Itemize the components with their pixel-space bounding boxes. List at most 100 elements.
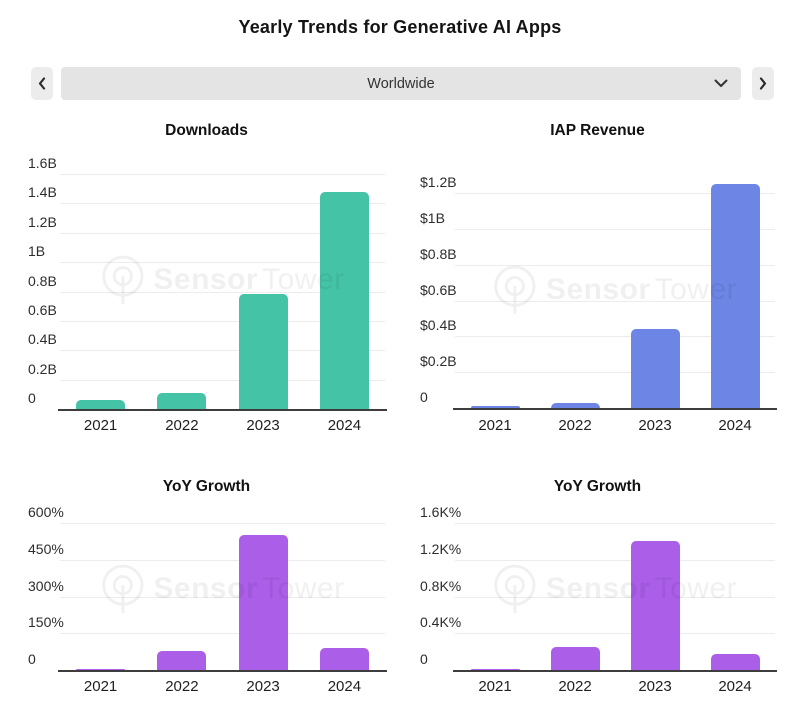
y-tick-label: $0.2B (420, 353, 457, 370)
x-axis-line (453, 670, 777, 672)
y-tick-label: 0.8K% (420, 577, 462, 594)
gridline (455, 633, 775, 635)
y-tick-label: 0.4K% (420, 614, 462, 631)
gridline (60, 320, 385, 322)
bar-2022[interactable] (550, 647, 600, 670)
bar-2021[interactable] (76, 400, 126, 409)
x-tick-label: 2021 (83, 678, 118, 695)
sensor-tower-watermark: Sensor Tower (493, 264, 737, 316)
x-tick-label: 2024 (718, 417, 752, 434)
bar-2021[interactable] (470, 668, 520, 670)
x-tick-label: 2022 (165, 417, 199, 434)
bar-2024[interactable] (710, 184, 760, 408)
chevron-right-icon (758, 77, 768, 90)
bar-2023[interactable] (630, 329, 680, 408)
chart-downloads: Downloads 1.6B 1.4B 1.2B 1B 0.8B 0.6B 0.4B 0.2B… (28, 115, 387, 440)
chart-yoy-growth-downloads: YoY Growth 600% 450% 300% 150% 0 2021 2022 2023… (28, 470, 387, 709)
x-tick-label: 2022 (165, 678, 199, 695)
bar-2024[interactable] (319, 191, 369, 409)
y-tick-label: 1B (28, 243, 46, 260)
y-tick-label: 0 (420, 389, 428, 405)
gridline (455, 228, 775, 230)
x-tick-label: 2024 (718, 678, 752, 695)
sensor-tower-watermark: Sensor Tower (493, 563, 737, 615)
gridline (60, 559, 385, 561)
y-tick-label: 0 (28, 651, 36, 667)
y-tick-label: $1B (420, 209, 445, 226)
gridline (60, 350, 385, 352)
gridline (455, 300, 775, 302)
x-axis-line (58, 670, 387, 672)
gridline (455, 559, 775, 561)
x-tick-label: 2021 (478, 678, 512, 695)
y-tick-label: 1.2B (28, 213, 57, 230)
y-tick-label: 150% (28, 614, 64, 631)
bar-2021[interactable] (76, 668, 126, 670)
x-tick-label: 2023 (246, 417, 280, 434)
y-tick-label: 0.2B (28, 360, 57, 377)
x-tick-label: 2024 (327, 417, 362, 434)
y-tick-label: $1.2B (420, 174, 457, 190)
sensor-tower-logo-icon (100, 563, 144, 615)
gridline (60, 174, 385, 175)
chart-title: IAP Revenue (550, 122, 645, 139)
y-tick-label: 600% (28, 504, 64, 520)
sensor-tower-logo-icon (493, 264, 537, 316)
gridline (60, 291, 385, 293)
x-tick-label: 2022 (558, 417, 592, 434)
sensor-tower-logo-icon (493, 563, 537, 615)
gridline (455, 596, 775, 598)
bar-2021[interactable] (470, 406, 520, 408)
x-tick-label: 2021 (478, 417, 512, 434)
x-tick-label: 2024 (327, 678, 362, 695)
chart-title: YoY Growth (162, 478, 251, 495)
y-tick-label: 1.6B (28, 155, 57, 171)
x-tick-label: 2022 (558, 678, 592, 695)
y-tick-label: 300% (28, 577, 64, 594)
gridline (60, 523, 385, 524)
y-tick-label: 450% (28, 540, 64, 557)
bar-2022[interactable] (550, 402, 600, 408)
x-tick-label: 2021 (83, 417, 118, 434)
next-button[interactable] (752, 67, 774, 100)
chart-iap-revenue: IAP Revenue $1.2B $1B $0.8B $0.6B $0.4B $0.2B… (420, 115, 777, 440)
bar-2024[interactable] (319, 647, 369, 670)
page-title: Yearly Trends for Generative AI Apps (238, 17, 562, 37)
y-tick-label: $0.8B (420, 245, 457, 262)
previous-button[interactable] (31, 67, 53, 100)
bar-2024[interactable] (710, 653, 760, 670)
bar-2023[interactable] (238, 535, 288, 671)
x-tick-label: 2023 (638, 678, 672, 695)
gridline (455, 336, 775, 338)
y-tick-label: 0.6B (28, 301, 57, 318)
y-tick-label: $0.6B (420, 281, 457, 298)
watermark-text: Sensor Tower (545, 272, 738, 306)
y-tick-label: 0.4B (28, 331, 57, 348)
bar-2023[interactable] (630, 541, 680, 670)
gridline (60, 379, 385, 381)
y-tick-label: 0 (420, 651, 428, 667)
bar-2023[interactable] (238, 294, 288, 409)
x-tick-label: 2023 (638, 417, 672, 434)
gridline (60, 203, 385, 205)
gridline (455, 264, 775, 266)
y-tick-label: 1.6K% (420, 504, 462, 520)
x-tick-label: 2023 (246, 678, 280, 695)
sensor-tower-watermark: Sensor Tower (100, 563, 344, 615)
y-tick-label: 0.8B (28, 272, 57, 289)
bar-2022[interactable] (157, 392, 207, 409)
gridline (455, 193, 775, 194)
gridline (60, 633, 385, 635)
chevron-down-icon (714, 79, 728, 88)
gridline (60, 596, 385, 598)
y-tick-label: 0 (28, 390, 36, 406)
chart-yoy-growth-revenue: YoY Growth 1.6K% 1.2K% 0.8K% 0.4K% 0 2021 2022… (420, 470, 777, 709)
region-dropdown[interactable]: Worldwide (61, 67, 741, 100)
y-tick-label: 1.4B (28, 184, 57, 201)
y-tick-label: 1.2K% (420, 540, 462, 557)
bar-2022[interactable] (157, 650, 207, 670)
chart-title: YoY Growth (553, 478, 642, 495)
chart-title: Downloads (165, 122, 248, 139)
gridline (455, 372, 775, 374)
